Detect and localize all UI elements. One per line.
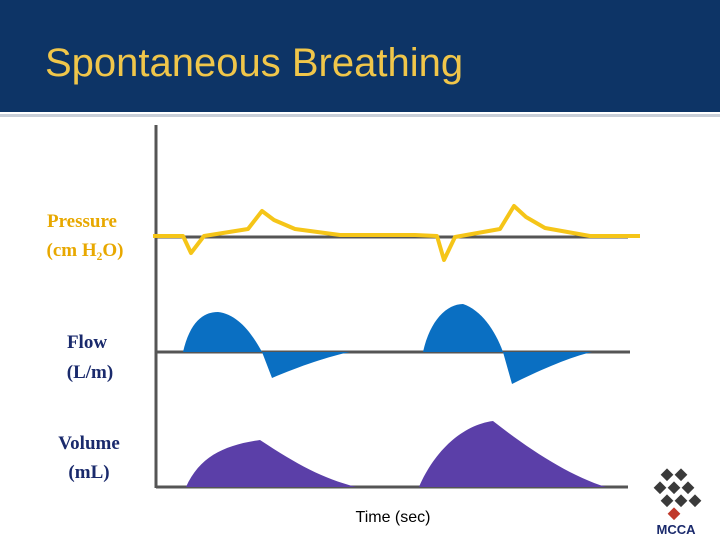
- pressure-wave: [153, 204, 640, 262]
- slide-title: Spontaneous Breathing: [45, 41, 463, 85]
- header-band: [0, 0, 720, 112]
- volume-breath: [186, 440, 356, 487]
- trace-label: Flow: [67, 332, 107, 353]
- trace-label: Volume: [58, 433, 120, 454]
- trace-unit: (cm H₂O): [47, 240, 124, 261]
- volume-wave: [186, 421, 606, 487]
- flow-wave: [183, 304, 592, 384]
- x-axis-label: Time (sec): [356, 509, 431, 526]
- expiratory-flow: [503, 352, 592, 384]
- expiratory-flow: [262, 352, 350, 378]
- trace-unit: (L/m): [67, 362, 113, 383]
- inspiratory-flow: [183, 312, 262, 352]
- trace-unit: (mL): [68, 462, 109, 483]
- logo-text: MCCA: [657, 522, 697, 537]
- inspiratory-flow: [423, 304, 503, 352]
- trace-label: Pressure: [47, 211, 117, 232]
- logo-mark: [653, 468, 702, 521]
- header-rule: [0, 114, 720, 117]
- volume-breath: [419, 421, 606, 487]
